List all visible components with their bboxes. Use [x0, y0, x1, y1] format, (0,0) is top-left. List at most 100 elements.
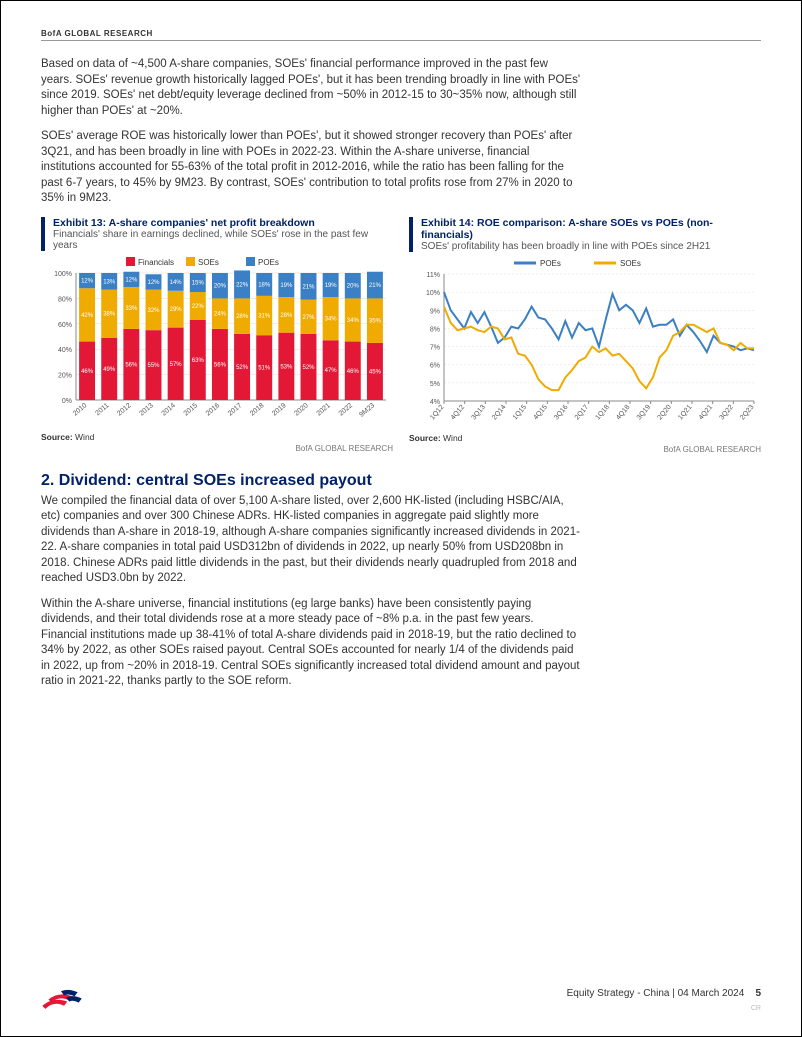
svg-text:46%: 46%	[81, 368, 94, 374]
svg-text:4Q21: 4Q21	[698, 403, 714, 421]
svg-text:9M23: 9M23	[358, 402, 376, 419]
exhibit-14-header: Exhibit 14: ROE comparison: A-share SOEs…	[409, 217, 761, 252]
svg-text:8%: 8%	[430, 326, 440, 333]
svg-text:19%: 19%	[280, 283, 293, 289]
svg-text:53%: 53%	[280, 364, 293, 370]
svg-text:18%: 18%	[258, 282, 271, 288]
svg-text:6%: 6%	[430, 362, 440, 369]
svg-text:11%: 11%	[427, 272, 441, 279]
svg-text:24%: 24%	[214, 311, 227, 317]
svg-text:28%: 28%	[280, 313, 293, 319]
svg-text:28%: 28%	[236, 314, 249, 320]
svg-text:2013: 2013	[138, 402, 155, 417]
section-2-title: 2. Dividend: central SOEs increased payo…	[41, 472, 761, 490]
svg-text:38%: 38%	[103, 311, 116, 317]
svg-text:2014: 2014	[160, 402, 177, 417]
svg-text:52%: 52%	[302, 365, 315, 371]
svg-text:13%: 13%	[103, 279, 116, 285]
paragraph-2: SOEs' average ROE was historically lower…	[41, 129, 581, 207]
svg-text:4Q18: 4Q18	[615, 403, 631, 421]
svg-text:33%: 33%	[125, 306, 138, 312]
source-label: Source:	[409, 433, 441, 443]
svg-text:34%: 34%	[325, 316, 338, 322]
svg-text:1Q12: 1Q12	[429, 403, 445, 421]
svg-text:10%: 10%	[426, 290, 440, 297]
svg-text:0%: 0%	[62, 398, 72, 405]
svg-text:56%: 56%	[125, 362, 138, 368]
svg-text:3Q13: 3Q13	[470, 403, 486, 421]
svg-text:20%: 20%	[58, 372, 72, 379]
paragraph-1: Based on data of ~4,500 A-share companie…	[41, 57, 581, 119]
svg-text:3Q22: 3Q22	[718, 403, 734, 421]
svg-text:2022: 2022	[338, 402, 355, 417]
source-value: Wind	[75, 432, 94, 442]
svg-text:56%: 56%	[214, 362, 227, 368]
footer-text: Equity Strategy - China | 04 March 2024	[567, 988, 745, 999]
svg-text:35%: 35%	[369, 318, 382, 324]
svg-text:1Q15: 1Q15	[512, 403, 528, 421]
header-rule	[41, 40, 761, 41]
svg-text:4Q12: 4Q12	[450, 403, 466, 421]
svg-text:47%: 47%	[325, 368, 338, 374]
exhibit-14-subtitle: SOEs' profitability has been broadly in …	[421, 241, 761, 252]
svg-text:2017: 2017	[227, 402, 244, 417]
svg-text:2Q17: 2Q17	[574, 403, 590, 421]
svg-text:2019: 2019	[271, 402, 288, 417]
svg-text:45%: 45%	[369, 369, 382, 375]
svg-text:100%: 100%	[54, 271, 72, 278]
exhibit-14: Exhibit 14: ROE comparison: A-share SOEs…	[409, 217, 761, 454]
svg-text:63%: 63%	[192, 358, 205, 364]
svg-text:2Q23: 2Q23	[739, 403, 755, 421]
svg-text:27%: 27%	[302, 314, 315, 320]
svg-text:POEs: POEs	[540, 259, 561, 268]
svg-text:2010: 2010	[72, 402, 89, 417]
source-label: Source:	[41, 432, 73, 442]
svg-text:2011: 2011	[94, 402, 110, 417]
svg-text:POEs: POEs	[258, 258, 279, 267]
svg-text:2Q20: 2Q20	[656, 403, 672, 421]
svg-text:5%: 5%	[430, 380, 440, 387]
svg-text:2021: 2021	[315, 402, 332, 417]
svg-text:1Q21: 1Q21	[677, 403, 693, 421]
svg-text:60%: 60%	[58, 321, 72, 328]
exhibit-13-source: Source: Wind	[41, 432, 393, 442]
svg-text:12%: 12%	[125, 277, 138, 283]
svg-text:19%: 19%	[325, 283, 338, 289]
svg-text:3Q16: 3Q16	[553, 403, 569, 421]
svg-text:1Q18: 1Q18	[594, 403, 610, 421]
svg-text:49%: 49%	[103, 367, 116, 373]
paragraph-3: We compiled the financial data of over 5…	[41, 494, 581, 587]
svg-text:Financials: Financials	[138, 258, 174, 267]
svg-text:2015: 2015	[183, 402, 200, 417]
svg-text:80%: 80%	[58, 296, 72, 303]
svg-text:20%: 20%	[214, 283, 227, 289]
exhibit-14-attrib: BofA GLOBAL RESEARCH	[409, 445, 761, 454]
svg-text:7%: 7%	[430, 344, 440, 351]
svg-text:14%: 14%	[170, 280, 183, 286]
svg-text:42%: 42%	[81, 313, 94, 319]
exhibit-13-header: Exhibit 13: A-share companies' net profi…	[41, 217, 393, 251]
svg-text:12%: 12%	[81, 278, 94, 284]
svg-text:20%: 20%	[347, 283, 360, 289]
exhibit-13-chart: FinancialsSOEsPOEs0%20%40%60%80%100%46%4…	[41, 255, 393, 430]
paragraph-4: Within the A-share universe, financial i…	[41, 597, 581, 690]
exhibit-14-chart: POEsSOEs4%5%6%7%8%9%10%11%1Q124Q123Q132Q…	[409, 256, 761, 431]
svg-text:2018: 2018	[249, 402, 266, 417]
svg-text:2020: 2020	[293, 402, 310, 417]
svg-text:34%: 34%	[347, 318, 360, 324]
footer-cr: CR	[567, 1005, 761, 1012]
exhibit-14-title: Exhibit 14: ROE comparison: A-share SOEs…	[421, 217, 761, 241]
svg-text:4Q15: 4Q15	[532, 403, 548, 421]
svg-text:22%: 22%	[192, 304, 205, 310]
svg-text:15%: 15%	[192, 280, 205, 286]
svg-text:2012: 2012	[116, 402, 133, 417]
page-number: 5	[755, 988, 761, 999]
svg-text:3Q19: 3Q19	[636, 403, 652, 421]
header-brand: BofA GLOBAL RESEARCH	[41, 29, 761, 38]
svg-text:9%: 9%	[430, 308, 440, 315]
bofa-logo-icon	[41, 986, 83, 1012]
svg-text:40%: 40%	[58, 347, 72, 354]
svg-text:52%: 52%	[236, 365, 249, 371]
svg-text:57%: 57%	[170, 361, 183, 367]
source-value: Wind	[443, 433, 462, 443]
